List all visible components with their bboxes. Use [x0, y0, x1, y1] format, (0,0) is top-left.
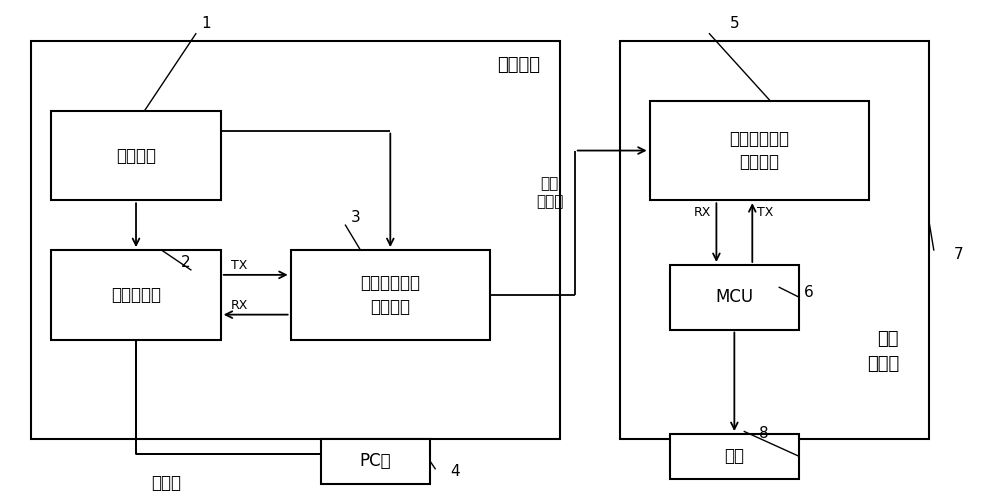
Text: 3: 3 [351, 210, 360, 225]
Bar [51, 250, 221, 340]
Text: 第一电力载波
通信模块: 第一电力载波 通信模块 [360, 274, 420, 316]
Text: 单灯
控制器: 单灯 控制器 [867, 330, 899, 372]
Text: 电源模块: 电源模块 [116, 146, 156, 164]
Text: 6: 6 [804, 285, 814, 300]
Text: TX: TX [757, 206, 774, 219]
Text: MCU: MCU [715, 288, 753, 306]
Text: 单灯: 单灯 [724, 448, 744, 466]
Text: 以太网模块: 以太网模块 [111, 286, 161, 304]
Text: 第二电力载波
通信模块: 第二电力载波 通信模块 [729, 130, 789, 172]
Text: PC机: PC机 [360, 452, 391, 470]
Text: 5: 5 [730, 16, 739, 32]
Text: 高压
电力线: 高压 电力线 [536, 176, 564, 209]
Text: 主控制器: 主控制器 [497, 56, 540, 74]
Text: 8: 8 [759, 426, 769, 442]
Bar [670, 265, 799, 330]
Bar [291, 250, 490, 340]
Bar [650, 101, 869, 200]
Text: 4: 4 [450, 464, 460, 479]
Text: TX: TX [231, 260, 247, 272]
Bar [620, 41, 929, 439]
Text: 以太网: 以太网 [151, 474, 181, 492]
Bar [320, 439, 430, 484]
Text: RX: RX [694, 206, 711, 219]
Bar [51, 111, 221, 200]
Text: 1: 1 [201, 16, 211, 32]
Bar [31, 41, 560, 439]
Text: 7: 7 [954, 248, 964, 262]
Text: 2: 2 [181, 255, 191, 270]
Text: RX: RX [231, 299, 248, 312]
Bar [670, 434, 799, 478]
